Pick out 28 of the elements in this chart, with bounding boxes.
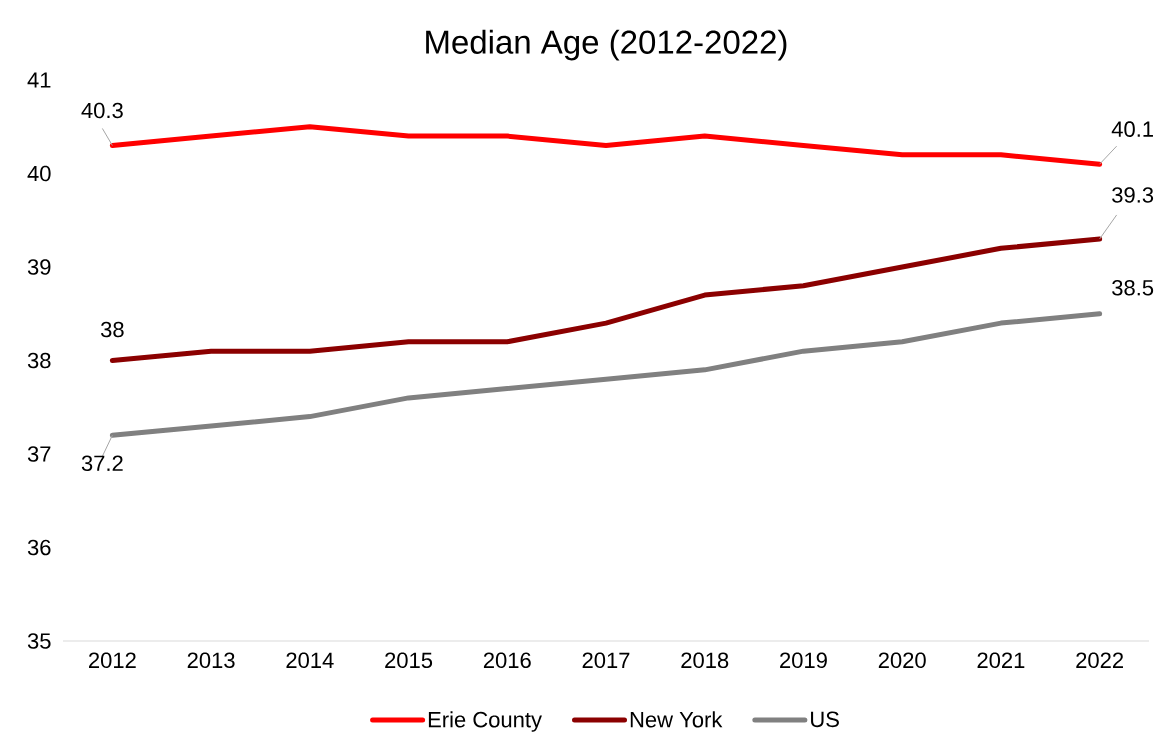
y-tick-label: 41	[27, 72, 51, 88]
y-tick-label: 35	[27, 633, 51, 649]
x-tick-label: 2021	[977, 652, 1025, 669]
x-tick-label: 2015	[385, 652, 433, 669]
data-label: 39.3	[1112, 187, 1154, 203]
y-tick-label: 37	[27, 446, 51, 462]
legend-label: US	[811, 711, 839, 728]
y-tick-label: 39	[27, 259, 51, 275]
x-tick-label: 2018	[681, 652, 729, 669]
data-label: 37.2	[81, 455, 123, 472]
data-label: 40.1	[1111, 121, 1153, 137]
x-tick-label: 2016	[483, 652, 531, 669]
y-tick-label: 38	[27, 352, 51, 369]
legend-label: New York	[630, 711, 723, 728]
x-tick-label: 2014	[286, 652, 334, 669]
data-label: 40.3	[81, 102, 123, 119]
x-tick-label: 2019	[780, 652, 827, 669]
x-tick-label: 2017	[582, 652, 630, 669]
data-label: 38.5	[1112, 279, 1154, 296]
x-tick-label: 2022	[1076, 652, 1123, 669]
chart-title: Median Age (2012-2022)	[426, 29, 787, 61]
data-label: 38	[100, 321, 124, 338]
x-tick-label: 2020	[878, 652, 926, 669]
x-tick-label: 2013	[187, 652, 235, 669]
x-tick-label: 2012	[89, 652, 136, 669]
legend-label: Erie County	[428, 711, 542, 732]
y-tick-label: 40	[27, 165, 51, 182]
y-tick-label: 36	[27, 539, 51, 556]
